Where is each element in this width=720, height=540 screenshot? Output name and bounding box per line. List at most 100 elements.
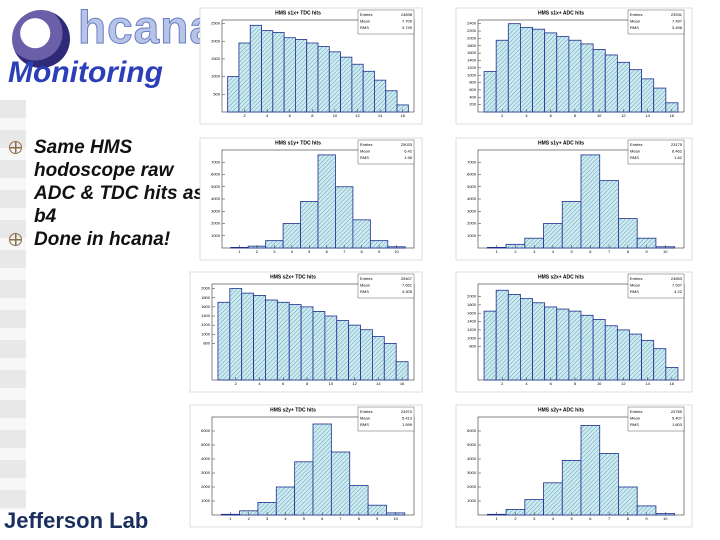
stats-value: 24653 [671, 276, 683, 281]
y-tick-label: 5000 [467, 184, 477, 189]
histogram-bar [629, 333, 642, 381]
x-tick-label: 5 [303, 516, 306, 521]
x-tick-label: 12 [621, 381, 626, 386]
y-tick-label: 2000 [201, 286, 211, 291]
histogram-bar [543, 482, 563, 516]
y-tick-label: 3000 [201, 470, 211, 475]
stats-box [627, 406, 685, 432]
x-tick-label: 14 [645, 381, 650, 386]
footer: Jefferson Lab [4, 508, 149, 533]
y-tick-label: 2000 [467, 484, 477, 489]
y-tick-label: 1200 [467, 327, 477, 332]
x-tick-label: 2 [514, 249, 517, 254]
chart-title: HMS s2y+ TDC hits [270, 407, 316, 413]
y-tick-label: 1400 [467, 319, 477, 324]
y-tick-label: 5000 [201, 442, 211, 447]
histogram-bar [580, 154, 601, 249]
stats-label: RMS [630, 25, 639, 30]
x-tick-label: 7 [608, 249, 611, 254]
y-tick-label: 2000 [467, 35, 477, 40]
y-tick-label: 3000 [467, 208, 477, 213]
stats-value: 25407 [401, 276, 413, 281]
y-tick-label: 1000 [201, 331, 211, 336]
x-tick-label: 6 [282, 381, 285, 386]
x-tick-label: 7 [608, 516, 611, 521]
y-tick-label: 6000 [201, 428, 211, 433]
stats-label: Mean [360, 416, 370, 421]
x-tick-label: 8 [627, 516, 630, 521]
histogram-bar [312, 311, 326, 381]
x-tick-label: 6 [589, 249, 592, 254]
x-tick-label: 2 [514, 516, 517, 521]
histogram-bar [599, 452, 619, 516]
histogram-bar [328, 51, 341, 113]
x-tick-label: 10 [393, 516, 398, 521]
stats-value: 5.407 [672, 416, 683, 421]
y-tick-label: 800 [469, 344, 476, 349]
x-tick-label: 4 [552, 249, 555, 254]
x-tick-label: 10 [597, 381, 602, 386]
histogram-bar [227, 76, 240, 113]
bullet: Done in hcana! [8, 228, 208, 251]
y-tick-label: 1400 [201, 313, 211, 318]
histogram-bar [580, 424, 601, 516]
x-tick-label: 1 [229, 516, 232, 521]
x-tick-label: 4 [258, 381, 261, 386]
histogram-bar [543, 223, 563, 249]
histogram-bar [335, 186, 354, 249]
y-tick-label: 2200 [467, 28, 477, 33]
y-tick-label: 1200 [467, 65, 477, 70]
histogram-bar [282, 223, 301, 249]
x-tick-label: 4 [552, 516, 555, 521]
histogram-bar [653, 87, 667, 113]
y-tick-label: 5000 [211, 184, 221, 189]
stats-label: Mean [630, 416, 640, 421]
histogram-bar [352, 219, 371, 249]
x-tick-label: 2 [501, 381, 504, 386]
chart-title: HMS s1x+ ADC hits [538, 10, 584, 16]
histogram-bar [520, 26, 533, 113]
histogram-bar [599, 180, 619, 249]
histogram-panel: HMS s2y+ TDC hits 1000 2000 3000 4000 5000 600… [189, 404, 423, 528]
histogram-panel: HMS s1y+ ADC hits 1000 2000 3000 4000 5000 600… [455, 137, 693, 261]
histogram-bar [556, 36, 570, 113]
x-tick-label: 16 [670, 113, 675, 118]
x-tick-label: 5 [571, 516, 574, 521]
y-tick-label: 2400 [467, 21, 477, 26]
histogram-bar [580, 314, 594, 381]
x-tick-label: 10 [329, 381, 334, 386]
histogram-bar [580, 43, 594, 113]
histogram-bar [217, 301, 231, 381]
x-tick-label: 2 [256, 249, 259, 254]
x-tick-label: 6 [550, 113, 553, 118]
histogram-bar [229, 288, 243, 381]
histogram-panel: HMS s2y+ ADC hits 1000 2000 3000 4000 5000 600… [455, 404, 693, 528]
histogram-bar [317, 154, 336, 249]
y-tick-label: 6000 [211, 172, 221, 177]
y-tick-label: 1600 [201, 304, 211, 309]
y-tick-label: 1800 [467, 43, 477, 48]
histogram-bar [507, 294, 521, 381]
x-tick-label: 2 [235, 381, 238, 386]
stats-label: Mean [360, 283, 370, 288]
y-tick-label: 6000 [467, 428, 477, 433]
histogram-bar [283, 37, 296, 113]
x-tick-label: 16 [670, 381, 675, 386]
y-tick-label: 2000 [467, 294, 477, 299]
stats-label: RMS [360, 289, 369, 294]
x-tick-label: 6 [289, 113, 292, 118]
histogram-bar [629, 69, 642, 113]
histogram-bar [374, 79, 387, 113]
stats-value: 25033 [401, 142, 413, 147]
histogram-bar [544, 32, 558, 113]
stats-label: RMS [630, 155, 639, 160]
y-tick-label: 1500 [211, 56, 221, 61]
histogram-bar [300, 201, 319, 249]
histogram-bar [383, 343, 397, 381]
histogram-panel: HMS s1x+ TDC hits 500 1000 1500 2000 2500 2 4 6 8… [199, 7, 423, 125]
stats-value: 1.603 [672, 422, 683, 427]
y-tick-label: 1000 [467, 233, 477, 238]
x-tick-label: 9 [645, 516, 648, 521]
histogram-bar [561, 201, 582, 249]
